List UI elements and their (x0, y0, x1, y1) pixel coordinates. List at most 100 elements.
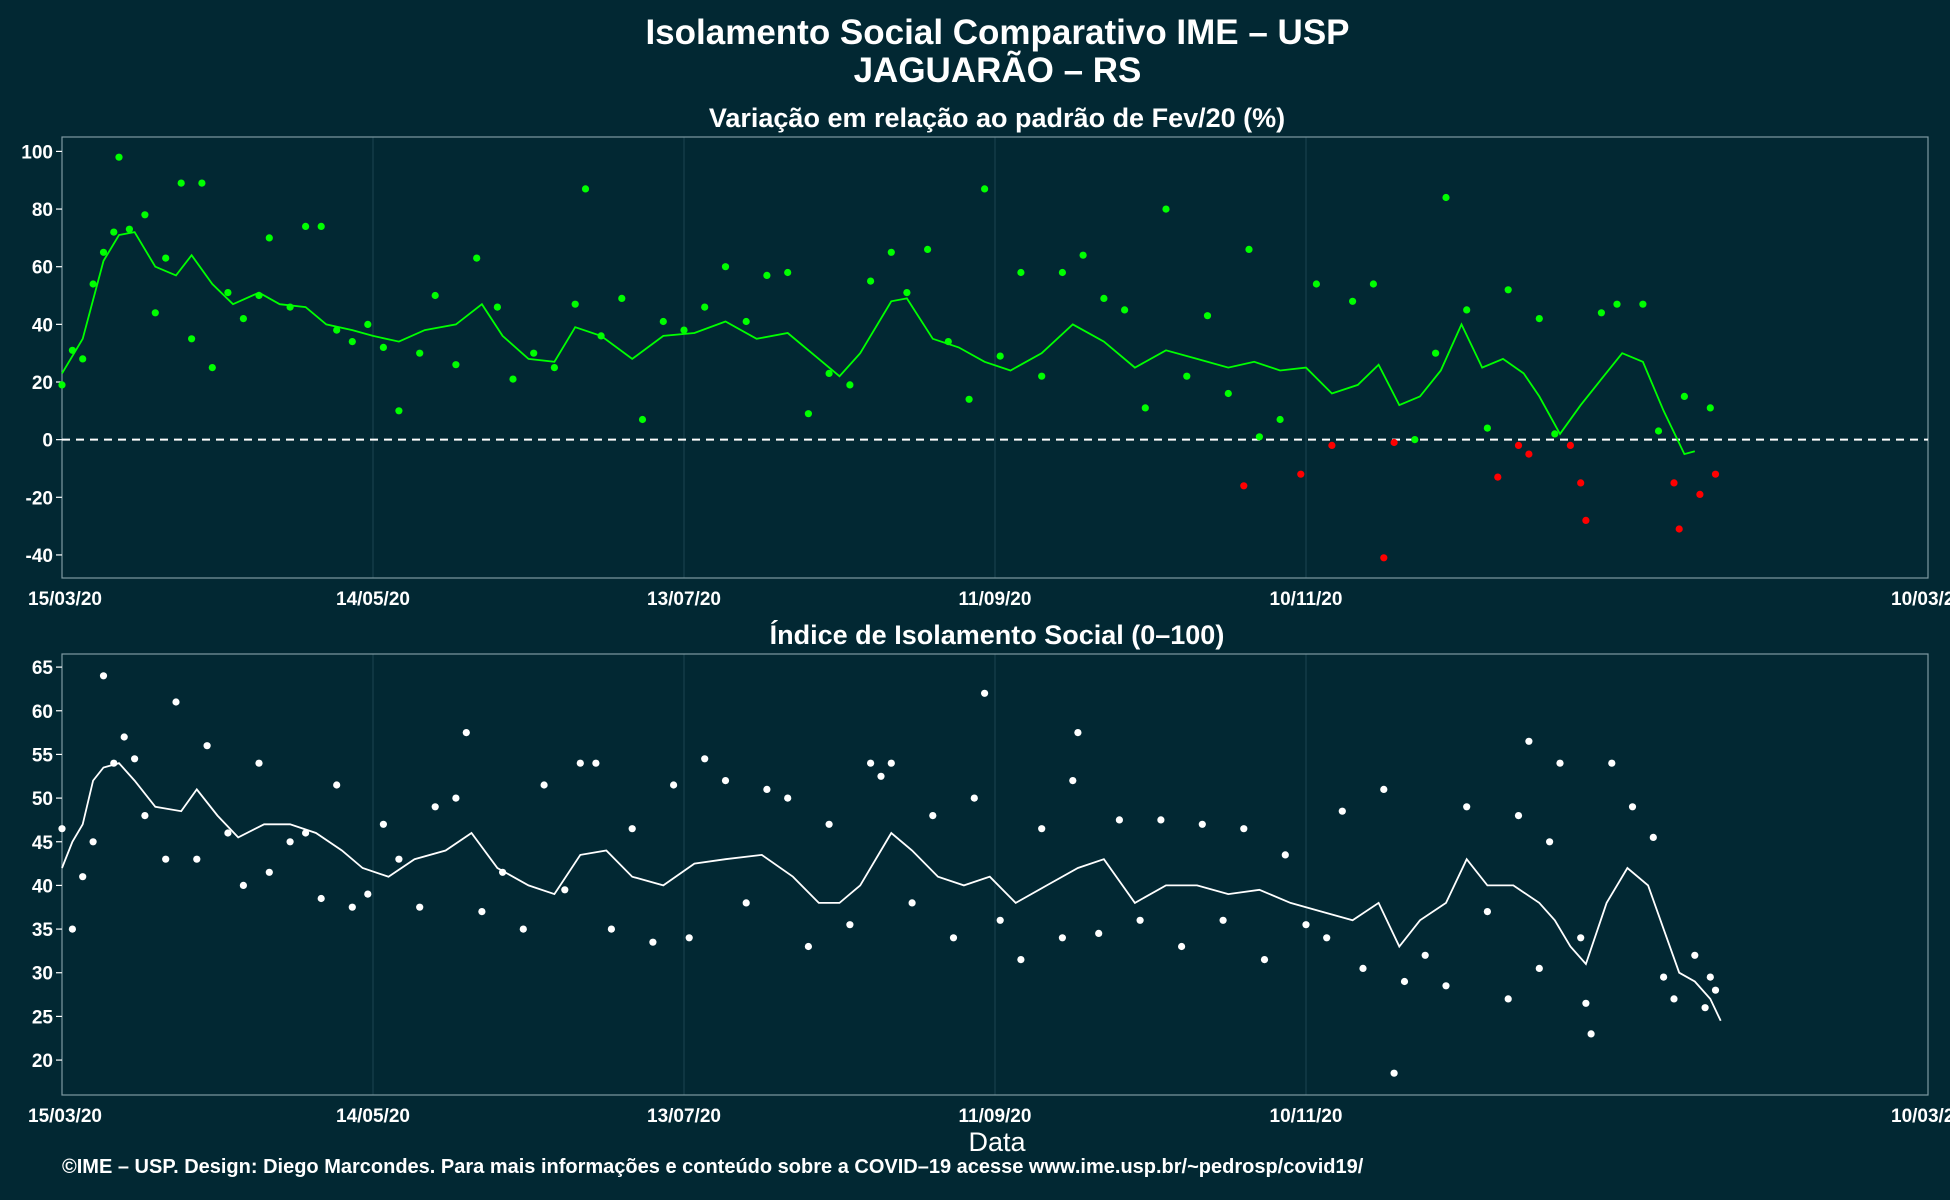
x-tick-label: 15/03/20 (28, 589, 102, 610)
data-point (68, 925, 76, 933)
data-point (825, 820, 833, 828)
data-point (110, 759, 118, 767)
data-point (1058, 268, 1066, 277)
data-point (685, 934, 693, 942)
data-point (1203, 312, 1212, 320)
data-point (1546, 838, 1554, 846)
data-point (162, 254, 170, 262)
y-tick-label: 20 (32, 1051, 53, 1072)
data-point (1494, 473, 1502, 481)
data-point (208, 364, 216, 372)
y-tick-label: 60 (32, 258, 53, 279)
data-point (1260, 956, 1269, 964)
data-point (1551, 430, 1559, 438)
data-point (239, 881, 247, 890)
data-point (333, 326, 341, 334)
data-point (1701, 1004, 1709, 1012)
data-point (125, 225, 133, 233)
data-point (597, 332, 605, 340)
data-point (255, 291, 263, 300)
data-point (317, 222, 325, 230)
data-point (784, 268, 792, 277)
data-point (110, 228, 118, 236)
y-tick-label: 25 (32, 1007, 54, 1028)
y-tick-label: 100 (21, 142, 53, 163)
data-point (1359, 964, 1367, 973)
data-point (1483, 908, 1491, 916)
data-point (1680, 392, 1688, 400)
data-point (944, 338, 952, 346)
data-point (1675, 525, 1683, 533)
data-point (581, 185, 590, 193)
data-point (1141, 404, 1149, 412)
data-point (1224, 389, 1232, 398)
data-point (1525, 450, 1533, 458)
data-point (99, 672, 108, 680)
data-point (1587, 1030, 1595, 1038)
data-point (1696, 490, 1704, 498)
data-point (996, 352, 1004, 360)
data-point (607, 925, 616, 933)
data-point (333, 781, 341, 789)
data-point (1628, 803, 1637, 811)
x-tick-label: 13/07/20 (647, 589, 721, 610)
data-point (1706, 973, 1714, 981)
data-point (887, 248, 895, 256)
data-point (1255, 433, 1263, 441)
data-point (949, 934, 958, 942)
data-point (846, 381, 854, 389)
data-point (1079, 251, 1087, 259)
data-point (302, 829, 310, 837)
data-point (1100, 294, 1108, 302)
x-tick-label: 11/09/20 (959, 1106, 1032, 1127)
panel-title-1: Variação em relação ao padrão de Fev/20 … (709, 103, 1285, 133)
data-point (1442, 982, 1450, 990)
data-point (286, 838, 294, 846)
data-point (265, 234, 273, 242)
data-point (1525, 737, 1533, 745)
data-point (1577, 934, 1585, 942)
data-point (670, 781, 678, 789)
data-point (929, 812, 937, 820)
data-point (395, 407, 403, 415)
y-tick-label: 30 (32, 964, 53, 985)
data-point (58, 825, 66, 833)
data-point (151, 309, 159, 317)
data-point (1514, 441, 1523, 449)
data-point (628, 825, 636, 833)
x-tick-label: 10/11/20 (1270, 589, 1343, 610)
main-title: Isolamento Social Comparativo IME – USP (645, 13, 1350, 52)
data-point (348, 338, 356, 346)
data-point (79, 355, 87, 363)
data-point (981, 185, 989, 193)
data-point (379, 820, 387, 828)
data-point (1514, 812, 1523, 820)
data-point (203, 742, 211, 750)
data-point (1095, 929, 1103, 938)
data-point (141, 211, 149, 219)
data-point (701, 755, 709, 763)
data-point (763, 785, 771, 794)
plot-frame-1 (61, 136, 1929, 579)
data-point (1302, 921, 1310, 929)
data-point (659, 317, 667, 326)
data-point (1074, 729, 1082, 737)
data-point (395, 855, 403, 863)
data-point (452, 361, 460, 369)
y-tick-label: 40 (32, 315, 53, 336)
data-point (177, 179, 185, 187)
data-point (576, 759, 584, 767)
data-point (680, 326, 688, 334)
x-tick-label: 15/03/20 (28, 1106, 102, 1127)
data-point (804, 942, 813, 951)
x-tick-label: 10/11/20 (1270, 1106, 1343, 1127)
data-point (1380, 554, 1388, 562)
data-point (638, 415, 647, 424)
data-point (265, 868, 273, 876)
data-point (721, 263, 730, 271)
data-point (99, 248, 108, 256)
data-point (478, 908, 486, 916)
data-point (1390, 1069, 1398, 1077)
data-point (1556, 759, 1564, 767)
